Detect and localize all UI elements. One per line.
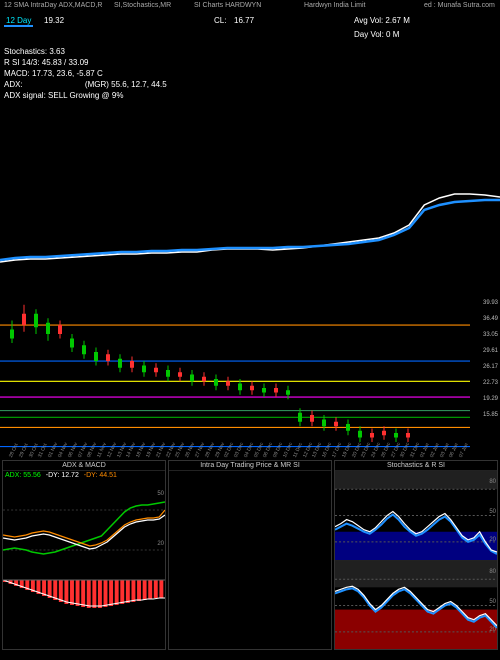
close-label: CL: xyxy=(214,16,226,25)
main-sma-chart xyxy=(0,90,500,280)
indicator-panels: ADX & MACD ADX: 55.56 -DY: 12.72 -DY: 44… xyxy=(0,460,500,650)
stoch-top-svg xyxy=(335,471,497,560)
adx-line-svg xyxy=(3,480,165,570)
price-y-axis: 39.9336.4933.0529.6126.1722.7319.2915.85 xyxy=(470,280,500,460)
dy-pos: -DY: 44.51 xyxy=(84,472,117,479)
stochastics-rsi-panel: Stochastics & R SI 80 50 20 80 50 20 xyxy=(334,460,498,650)
adx-panel-values: ADX: 55.56 -DY: 12.72 -DY: 44.51 xyxy=(3,471,165,480)
meta-2: SI,Stochastics,MR xyxy=(114,2,171,9)
meta-3: SI Charts HARDWYN xyxy=(194,2,261,9)
rsi-y80: 80 xyxy=(489,569,496,575)
rsi-value: R SI 14/3: 45.83 / 33.09 xyxy=(4,57,496,68)
adx-label: ADX: xyxy=(4,80,23,89)
dy-neg: -DY: 12.72 xyxy=(46,472,79,479)
stoch-y20: 20 xyxy=(489,537,496,543)
stoch-top-sub: 80 50 20 xyxy=(335,471,497,561)
intraday-title: Intra Day Trading Price & MR SI xyxy=(169,461,331,471)
avg-vol: Avg Vol: 2.67 M xyxy=(354,16,410,25)
adx-macd-panel: ADX & MACD ADX: 55.56 -DY: 12.72 -DY: 44… xyxy=(2,460,166,650)
chart-header: 12 SMA IntraDay ADX,MACD,R SI,Stochastic… xyxy=(0,0,500,90)
stochastics-value: Stochastics: 3.63 xyxy=(4,46,496,57)
stoch-bot-svg xyxy=(335,561,497,650)
adx-val: ADX: 55.56 xyxy=(5,472,41,479)
adx-ylabel-50: 50 xyxy=(157,491,164,497)
stoch-y80: 80 xyxy=(489,479,496,485)
rsi-y20: 20 xyxy=(489,627,496,633)
candlestick-chart: 39.9336.4933.0529.6126.1722.7319.2915.85… xyxy=(0,280,500,460)
mgr-value: (MGR) 55.6, 12.7, 44.5 xyxy=(85,80,167,89)
sma-12-label: 12 Day xyxy=(4,16,33,27)
main-chart-svg xyxy=(0,90,500,280)
macd-hist-svg xyxy=(3,570,165,630)
close-value: 16.77 xyxy=(234,16,254,25)
intraday-panel: Intra Day Trading Price & MR SI xyxy=(168,460,332,650)
date-x-axis: 28 Oct29 Oct30 Oct31 Oct01 Nov04 Nov06 N… xyxy=(0,446,470,460)
meta-1: 12 SMA IntraDay ADX,MACD,R xyxy=(4,2,102,9)
stoch-panel-title: Stochastics & R SI xyxy=(335,461,497,471)
stoch-y50: 50 xyxy=(489,509,496,515)
stoch-bot-sub: 80 50 20 xyxy=(335,561,497,650)
header-meta-row: 12 SMA IntraDay ADX,MACD,R SI,Stochastic… xyxy=(4,2,496,16)
macd-value: MACD: 17.73, 23.6, -5.87 C xyxy=(4,68,496,79)
rsi-y50: 50 xyxy=(489,599,496,605)
sma-12-value: 19.32 xyxy=(44,16,64,25)
adx-ylabel-20: 20 xyxy=(157,541,164,547)
candle-svg xyxy=(0,280,470,460)
adx-panel-title: ADX & MACD xyxy=(3,461,165,471)
meta-5: ed : Munafa Sutra.com xyxy=(424,2,495,9)
meta-4: Hardwyn India Limit xyxy=(304,2,365,9)
day-vol: Day Vol: 0 M xyxy=(354,30,399,39)
